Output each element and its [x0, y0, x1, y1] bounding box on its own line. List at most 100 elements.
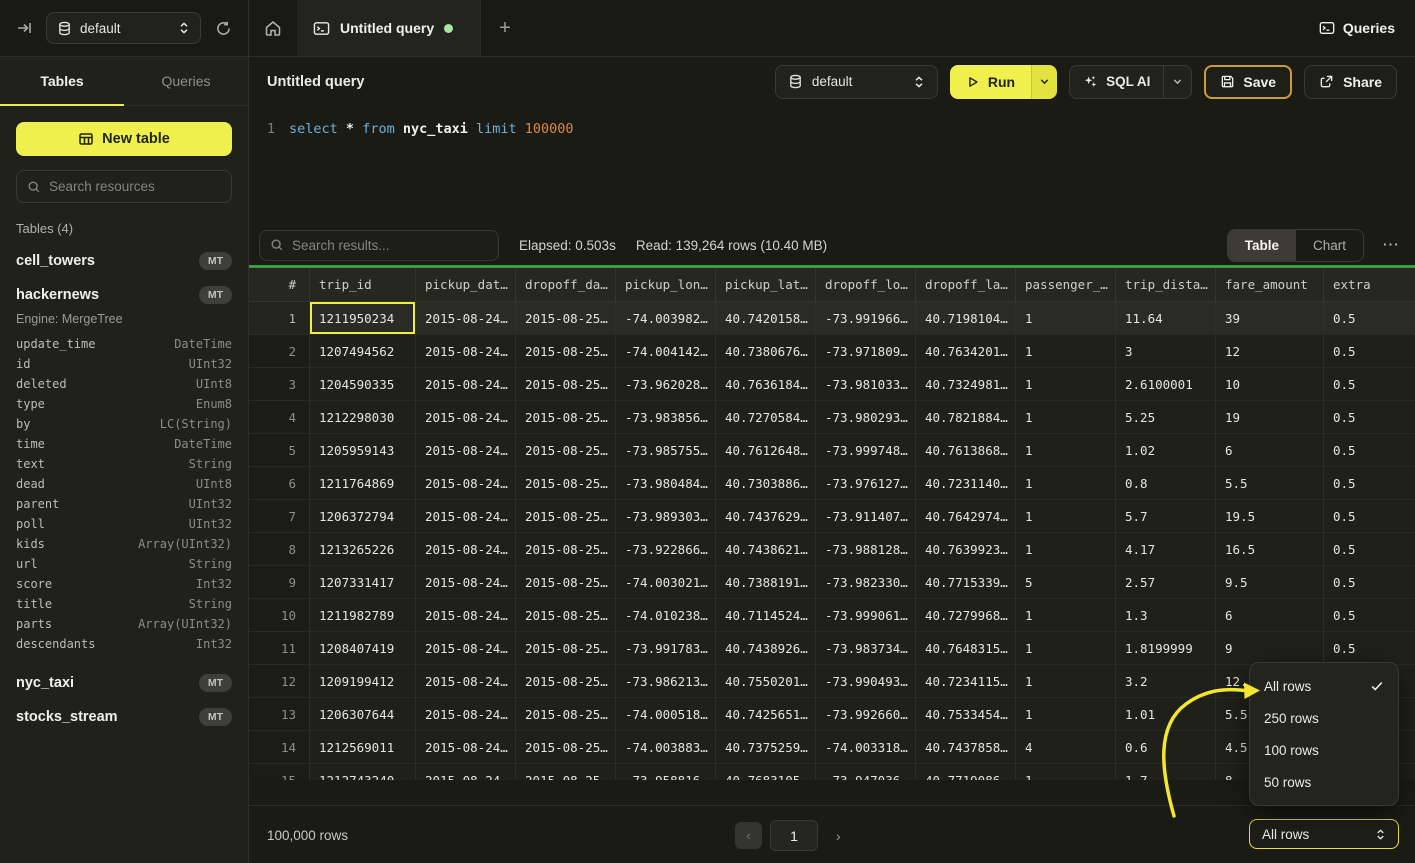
cell[interactable]: 1208407419 [310, 632, 416, 665]
cell[interactable]: -74.003021… [616, 566, 716, 599]
cell[interactable]: -73.990493… [816, 665, 916, 698]
cell[interactable]: 40.7270584… [716, 401, 816, 434]
column-header-extra[interactable]: extra [1324, 268, 1415, 302]
cell[interactable]: 40.7198104… [916, 302, 1016, 335]
sql-ai-options-button[interactable] [1163, 65, 1191, 98]
cell[interactable]: 0.5 [1324, 566, 1415, 599]
cell[interactable]: 2015-08-25… [516, 764, 616, 780]
cell[interactable]: 1.3 [1116, 599, 1216, 632]
cell[interactable]: 2015-08-24… [416, 665, 516, 698]
cell[interactable]: -73.947036… [816, 764, 916, 780]
cell[interactable]: -74.003883… [616, 731, 716, 764]
cell[interactable]: 2015-08-24… [416, 467, 516, 500]
column-header-trip_id[interactable]: trip_id [310, 268, 416, 302]
current-page-indicator[interactable]: 1 [770, 820, 818, 851]
cell[interactable]: 2015-08-24… [416, 599, 516, 632]
cell[interactable]: 0.8 [1116, 467, 1216, 500]
cell[interactable]: 11.64 [1116, 302, 1216, 335]
cell[interactable]: 40.7612648… [716, 434, 816, 467]
cell[interactable]: -73.986213… [616, 665, 716, 698]
more-options-button[interactable]: ⋯ [1376, 233, 1405, 257]
cell[interactable]: -73.982330… [816, 566, 916, 599]
cell[interactable]: 40.7715339… [916, 566, 1016, 599]
cell[interactable]: 40.7231140… [916, 467, 1016, 500]
cell[interactable]: 3.2 [1116, 665, 1216, 698]
cell[interactable]: 1 [1016, 401, 1116, 434]
cell[interactable]: 40.7420158… [716, 302, 816, 335]
sidebar-tab-tables[interactable]: Tables [0, 57, 124, 106]
column-header-dropoff_la[interactable]: dropoff_la… [916, 268, 1016, 302]
cell[interactable]: 1 [1016, 434, 1116, 467]
cell[interactable]: 1204590335 [310, 368, 416, 401]
cell[interactable]: 2015-08-25… [516, 500, 616, 533]
cell[interactable]: 2015-08-25… [516, 665, 616, 698]
cell[interactable]: 10 [1216, 368, 1324, 401]
cell[interactable]: 4 [1016, 731, 1116, 764]
cell[interactable]: -73.999748… [816, 434, 916, 467]
cell[interactable]: 40.7550201… [716, 665, 816, 698]
home-button[interactable] [249, 0, 297, 56]
cell[interactable]: 2015-08-25… [516, 335, 616, 368]
cell[interactable]: 1 [1016, 335, 1116, 368]
column-header-rownum[interactable]: # [249, 268, 310, 302]
column-header-trip_dista[interactable]: trip_dista… [1116, 268, 1216, 302]
cell[interactable]: 2015-08-24… [416, 335, 516, 368]
sidebar-search-input[interactable] [49, 179, 221, 194]
column-header-fare_amount[interactable]: fare_amount [1216, 268, 1324, 302]
sidebar-item-nyc-taxi[interactable]: nyc_taxi MT [16, 674, 232, 692]
cell[interactable]: -73.911407… [816, 500, 916, 533]
cell[interactable]: -74.000518… [616, 698, 716, 731]
queries-panel-button[interactable]: Queries [1319, 20, 1395, 36]
cell[interactable]: 1212569011 [310, 731, 416, 764]
cell[interactable]: 12 [1216, 335, 1324, 368]
cell[interactable]: 40.7634201… [916, 335, 1016, 368]
cell[interactable]: 16.5 [1216, 533, 1324, 566]
cell[interactable]: 1.8199999 [1116, 632, 1216, 665]
cell[interactable]: 40.7375259… [716, 731, 816, 764]
cell[interactable]: 1207494562 [310, 335, 416, 368]
cell[interactable]: 2015-08-25… [516, 698, 616, 731]
cell[interactable]: 1 [1016, 467, 1116, 500]
sidebar-tab-queries[interactable]: Queries [161, 73, 211, 89]
results-search[interactable] [259, 229, 499, 261]
query-database-select[interactable]: default [774, 64, 938, 99]
cell[interactable]: 5.5 [1216, 467, 1324, 500]
cell[interactable]: 1 [1016, 302, 1116, 335]
cell[interactable]: 40.7636184… [716, 368, 816, 401]
cell[interactable]: 40.7279968… [916, 599, 1016, 632]
cell[interactable]: 1206307644 [310, 698, 416, 731]
cell[interactable]: 9 [1216, 632, 1324, 665]
cell[interactable]: 2015-08-24… [416, 764, 516, 780]
cell[interactable]: -74.010238… [616, 599, 716, 632]
cell[interactable]: 0.6 [1116, 731, 1216, 764]
sql-editor[interactable]: 1 select * from nyc_taxi limit 100000 [249, 106, 1415, 225]
cell[interactable]: 2015-08-25… [516, 401, 616, 434]
cell[interactable]: -73.983856… [616, 401, 716, 434]
previous-page-button[interactable]: ‹ [735, 822, 762, 849]
cell[interactable]: 0.5 [1324, 302, 1415, 335]
page-size-option-250-rows[interactable]: 250 rows [1250, 702, 1398, 734]
column-header-dropoff_lo[interactable]: dropoff_lo… [816, 268, 916, 302]
cell[interactable]: 1212743240 [310, 764, 416, 780]
cell[interactable]: 2015-08-24… [416, 368, 516, 401]
column-header-pickup_dat[interactable]: pickup_dat… [416, 268, 516, 302]
cell[interactable]: -73.981033… [816, 368, 916, 401]
cell[interactable]: 1212298030 [310, 401, 416, 434]
cell[interactable]: 0.5 [1324, 434, 1415, 467]
cell[interactable]: 1206372794 [310, 500, 416, 533]
column-header-passenger_[interactable]: passenger_… [1016, 268, 1116, 302]
cell[interactable]: -73.958816… [616, 764, 716, 780]
cell[interactable]: 1 [1016, 599, 1116, 632]
cell[interactable]: 40.7533454… [916, 698, 1016, 731]
sidebar-search[interactable] [16, 170, 232, 203]
cell[interactable]: 40.7114524… [716, 599, 816, 632]
new-query-tab-button[interactable]: + [481, 0, 529, 56]
page-size-option-50-rows[interactable]: 50 rows [1250, 766, 1398, 798]
cell[interactable]: -73.989303… [616, 500, 716, 533]
cell[interactable]: 2015-08-24… [416, 698, 516, 731]
refresh-button[interactable] [211, 16, 236, 41]
cell[interactable]: -74.004142… [616, 335, 716, 368]
new-table-button[interactable]: New table [16, 122, 232, 156]
cell[interactable]: 40.7438621… [716, 533, 816, 566]
cell[interactable]: 2015-08-25… [516, 731, 616, 764]
